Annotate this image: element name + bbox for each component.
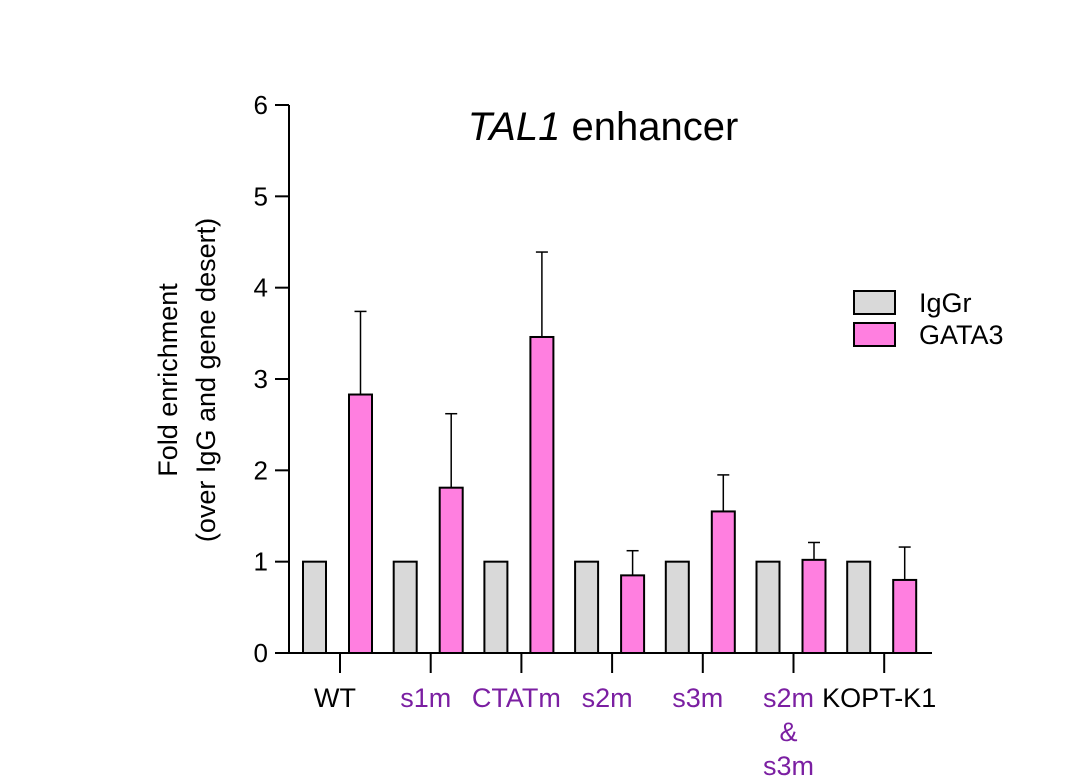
y-tick-label: 0 [254,638,268,668]
x-tick-label: & [779,717,797,747]
y-tick-label: 5 [254,181,268,211]
bar-gata3 [620,574,646,654]
bar-gata3 [438,486,464,655]
y-tick-label: 4 [254,273,268,303]
bar-gata3 [710,510,736,654]
bar-iggr [664,560,690,655]
y-tick-label: 1 [254,547,268,577]
chart-title-rest: enhancer [560,105,738,149]
x-tick-label: WT [314,683,356,713]
chart-title-italic: TAL1 [468,105,561,149]
bar-gata3 [892,578,918,655]
y-tick-label: 6 [254,90,268,120]
x-tick-label: s3m [672,683,723,713]
bar-iggr [302,560,327,655]
x-axis: WT s1m CTATm s2m s3m s2m & s3m KOPT-K1 [289,652,936,778]
bar-iggr [574,560,600,655]
bar-gata3 [529,335,555,654]
y-tick-label: 3 [254,364,268,394]
y-axis: 0 1 2 3 4 5 6 [254,90,290,668]
y-axis-label-line1: Fold enrichment [153,283,183,477]
legend-label-iggr: IgGr [919,288,972,318]
legend-swatch-iggr [853,290,896,315]
bar-iggr [483,560,509,655]
x-tick-label: CTATm [472,683,561,713]
legend-swatch-gata3 [853,322,896,347]
bar-iggr [755,560,781,655]
y-axis-label: Fold enrichment (over IgG and gene deser… [153,218,221,542]
x-tick-label: s2m [582,683,633,713]
bar-gata3 [801,558,827,655]
y-axis-label-line2: (over IgG and gene desert) [191,218,221,542]
x-tick-label: KOPT-K1 [822,683,936,713]
bars [302,251,918,655]
x-tick-label: s2m [763,683,814,713]
y-tick-label: 2 [254,455,268,485]
x-tick-label: s1m [400,683,451,713]
bar-iggr [392,560,418,655]
chart-title: TAL1 enhancer [468,105,739,149]
legend-label-gata3: GATA3 [919,320,1004,350]
bar-iggr [846,560,872,655]
bar-gata3 [348,393,373,654]
x-tick-label: s3m [763,751,814,778]
